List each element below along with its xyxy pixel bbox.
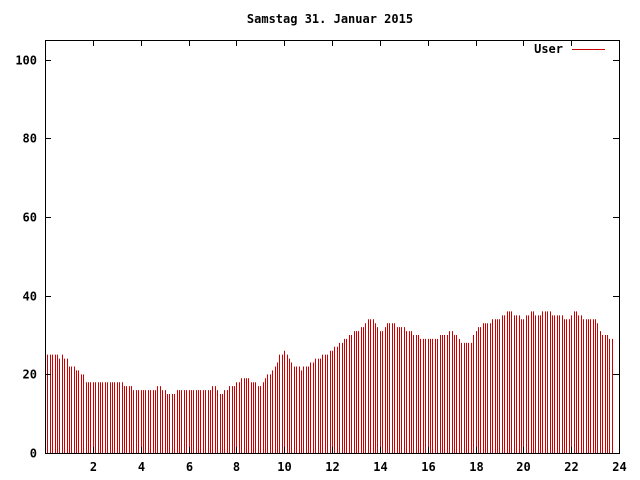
x-tick-label: 18	[469, 460, 483, 474]
y-tick-label: 0	[30, 447, 37, 461]
chart-title: Samstag 31. Januar 2015	[247, 12, 413, 26]
x-tick-label: 20	[516, 460, 530, 474]
x-tick-label: 10	[277, 460, 291, 474]
legend-label-user: User	[534, 42, 563, 56]
y-tick-label: 80	[23, 132, 37, 146]
y-tick-label: 40	[23, 290, 37, 304]
x-tick-label: 24	[612, 460, 626, 474]
x-tick-label: 6	[186, 460, 193, 474]
x-tick-label: 16	[421, 460, 435, 474]
x-axis: 2 4 6 8 10 12 14 16 18 20 22 24	[90, 40, 627, 474]
x-tick-label: 22	[564, 460, 578, 474]
plot-frame	[45, 40, 620, 454]
x-tick-label: 12	[325, 460, 339, 474]
x-tick-label: 2	[90, 460, 97, 474]
y-tick-label: 100	[15, 54, 37, 68]
x-tick-label: 14	[373, 460, 387, 474]
x-tick-label: 8	[233, 460, 240, 474]
legend: User	[534, 42, 605, 56]
y-tick-label: 60	[23, 211, 37, 225]
y-tick-label: 20	[23, 368, 37, 382]
x-tick-label: 4	[138, 460, 145, 474]
bars-group	[45, 311, 613, 453]
